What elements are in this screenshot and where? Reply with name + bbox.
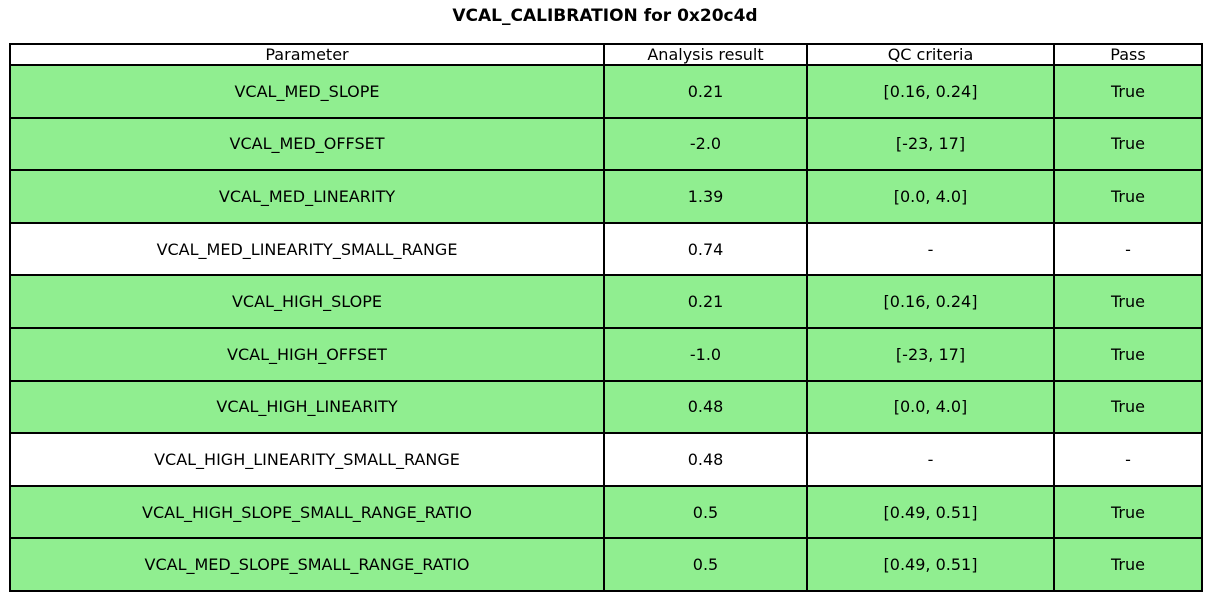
cell-qc-criteria: [-23, 17] [806,326,1055,382]
cell-pass: - [1053,432,1203,487]
header-qc-criteria: QC criteria [806,43,1055,66]
cell-parameter: VCAL_HIGH_SLOPE_SMALL_RANGE_RATIO [9,484,605,540]
table-row: VCAL_HIGH_OFFSET -1.0 [-23, 17] True [9,326,1203,382]
qc-results-table: Parameter Analysis result QC criteria Pa… [9,43,1203,592]
cell-parameter: VCAL_HIGH_LINEARITY_SMALL_RANGE [9,432,605,487]
cell-qc-criteria: [0.49, 0.51] [806,537,1055,592]
table-row: VCAL_MED_SLOPE_SMALL_RANGE_RATIO 0.5 [0.… [9,537,1203,592]
table-row: VCAL_HIGH_LINEARITY 0.48 [0.0, 4.0] True [9,379,1203,435]
cell-parameter: VCAL_MED_OFFSET [9,116,605,172]
cell-pass: True [1053,274,1203,329]
cell-qc-criteria: - [806,221,1055,277]
cell-qc-criteria: [0.49, 0.51] [806,484,1055,540]
cell-analysis-result: -2.0 [603,116,808,172]
cell-qc-criteria: [-23, 17] [806,116,1055,172]
table-row: VCAL_MED_LINEARITY 1.39 [0.0, 4.0] True [9,169,1203,224]
cell-pass: True [1053,379,1203,435]
figure-title: VCAL_CALIBRATION for 0x20c4d [452,6,758,26]
cell-qc-criteria: [0.0, 4.0] [806,169,1055,224]
cell-parameter: VCAL_HIGH_SLOPE [9,274,605,329]
cell-pass: True [1053,537,1203,592]
table-row: VCAL_MED_OFFSET -2.0 [-23, 17] True [9,116,1203,172]
table-row: VCAL_MED_LINEARITY_SMALL_RANGE 0.74 - - [9,221,1203,277]
cell-qc-criteria: - [806,432,1055,487]
cell-analysis-result: 0.74 [603,221,808,277]
cell-analysis-result: 0.5 [603,484,808,540]
cell-qc-criteria: [0.16, 0.24] [806,64,1055,119]
cell-analysis-result: -1.0 [603,326,808,382]
cell-pass: True [1053,116,1203,172]
table-row: VCAL_MED_SLOPE 0.21 [0.16, 0.24] True [9,64,1203,119]
cell-pass: True [1053,484,1203,540]
header-row: Parameter Analysis result QC criteria Pa… [9,43,1203,66]
header-analysis-result: Analysis result [603,43,808,66]
cell-analysis-result: 0.48 [603,379,808,435]
cell-parameter: VCAL_HIGH_LINEARITY [9,379,605,435]
cell-pass: True [1053,169,1203,224]
cell-analysis-result: 1.39 [603,169,808,224]
cell-parameter: VCAL_MED_LINEARITY [9,169,605,224]
cell-parameter: VCAL_MED_LINEARITY_SMALL_RANGE [9,221,605,277]
cell-pass: True [1053,64,1203,119]
cell-parameter: VCAL_HIGH_OFFSET [9,326,605,382]
cell-analysis-result: 0.21 [603,274,808,329]
header-pass: Pass [1053,43,1203,66]
table-row: VCAL_HIGH_SLOPE_SMALL_RANGE_RATIO 0.5 [0… [9,484,1203,540]
cell-pass: - [1053,221,1203,277]
cell-analysis-result: 0.48 [603,432,808,487]
cell-pass: True [1053,326,1203,382]
cell-qc-criteria: [0.16, 0.24] [806,274,1055,329]
table-row: VCAL_HIGH_LINEARITY_SMALL_RANGE 0.48 - - [9,432,1203,487]
cell-qc-criteria: [0.0, 4.0] [806,379,1055,435]
header-parameter: Parameter [9,43,605,66]
cell-parameter: VCAL_MED_SLOPE_SMALL_RANGE_RATIO [9,537,605,592]
cell-analysis-result: 0.21 [603,64,808,119]
cell-parameter: VCAL_MED_SLOPE [9,64,605,119]
cell-analysis-result: 0.5 [603,537,808,592]
table-row: VCAL_HIGH_SLOPE 0.21 [0.16, 0.24] True [9,274,1203,329]
